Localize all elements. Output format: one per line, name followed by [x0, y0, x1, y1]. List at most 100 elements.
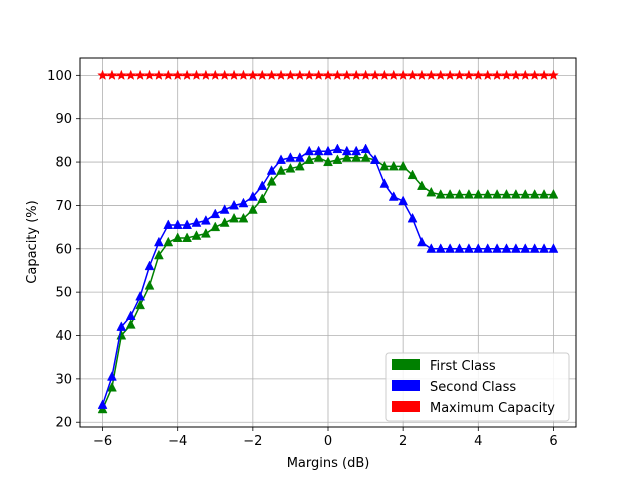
- data-point-second-class: [116, 321, 127, 331]
- data-point-first-class: [501, 189, 512, 199]
- data-point-maximum-capacity: [275, 69, 287, 80]
- data-point-first-class: [153, 249, 164, 260]
- data-point-first-class: [200, 228, 211, 238]
- y-tick-label: 20: [55, 416, 72, 431]
- x-tick-label: 0: [324, 434, 332, 449]
- data-point-first-class: [257, 193, 268, 203]
- data-point-second-class: [520, 243, 531, 253]
- data-point-maximum-capacity: [266, 69, 278, 80]
- data-point-maximum-capacity: [548, 69, 559, 80]
- data-point-maximum-capacity: [538, 69, 550, 80]
- data-point-first-class: [135, 299, 146, 310]
- legend: First Class Second Class Maximum Capacit…: [385, 352, 570, 422]
- data-point-maximum-capacity: [369, 69, 381, 80]
- data-point-first-class: [341, 152, 352, 162]
- data-point-maximum-capacity: [115, 69, 127, 80]
- data-point-second-class: [463, 243, 474, 253]
- data-point-second-class: [379, 178, 390, 188]
- data-point-second-class: [172, 219, 183, 229]
- data-point-first-class: [435, 189, 446, 199]
- data-point-first-class: [219, 217, 230, 227]
- data-point-maximum-capacity: [416, 69, 428, 80]
- legend-label-maximum-capacity: Maximum Capacity: [430, 401, 555, 416]
- data-point-second-class: [276, 154, 286, 164]
- data-point-maximum-capacity: [482, 69, 494, 80]
- data-point-maximum-capacity: [97, 69, 108, 80]
- data-point-second-class: [163, 219, 174, 229]
- data-point-first-class: [360, 152, 371, 162]
- data-point-first-class: [482, 189, 493, 199]
- data-point-second-class: [323, 145, 333, 156]
- data-point-second-class: [417, 236, 427, 247]
- data-point-maximum-capacity: [228, 69, 240, 80]
- y-tick-label: 30: [55, 372, 72, 387]
- data-point-second-class: [191, 217, 202, 227]
- data-point-second-class: [370, 154, 380, 164]
- data-point-maximum-capacity: [219, 69, 231, 80]
- data-point-maximum-capacity: [388, 69, 400, 80]
- data-point-second-class: [360, 143, 371, 154]
- x-tick-label: −4: [168, 434, 187, 449]
- data-point-second-class: [435, 243, 446, 253]
- data-point-second-class: [257, 180, 268, 190]
- data-point-maximum-capacity: [256, 69, 268, 80]
- data-point-maximum-capacity: [125, 69, 137, 80]
- data-point-second-class: [304, 145, 315, 156]
- data-point-maximum-capacity: [247, 69, 259, 80]
- axis-ticks: −6 −4 −2 0 2 4 6 20 30 40 50 60 70 80 90 100: [47, 69, 557, 449]
- data-point-maximum-capacity: [397, 69, 409, 80]
- data-point-first-class: [463, 189, 474, 199]
- data-point-second-class: [548, 243, 559, 253]
- y-tick-label: 90: [55, 112, 72, 127]
- legend-box: [385, 352, 570, 422]
- data-point-first-class: [229, 212, 239, 223]
- x-tick-label: 6: [549, 434, 557, 449]
- data-point-first-class: [539, 189, 549, 199]
- data-point-first-class: [332, 154, 343, 164]
- data-point-second-class: [407, 212, 418, 223]
- y-tick-label: 60: [55, 242, 72, 257]
- data-point-maximum-capacity: [313, 69, 325, 80]
- data-point-first-class: [529, 189, 540, 199]
- data-point-second-class: [473, 243, 484, 253]
- data-point-second-class: [210, 208, 221, 219]
- data-point-first-class: [492, 189, 503, 199]
- data-point-maximum-capacity: [378, 69, 390, 80]
- data-point-maximum-capacity: [360, 69, 372, 80]
- data-point-first-class: [379, 160, 390, 171]
- data-point-maximum-capacity: [134, 69, 146, 80]
- y-tick-label: 40: [55, 329, 72, 344]
- data-point-second-class: [266, 165, 277, 175]
- data-point-second-class: [341, 145, 352, 156]
- data-point-maximum-capacity: [153, 69, 165, 80]
- data-point-second-class: [97, 399, 108, 409]
- data-point-first-class: [473, 189, 484, 199]
- series-layer: [97, 69, 559, 414]
- data-point-first-class: [294, 160, 305, 171]
- data-point-first-class: [304, 154, 315, 164]
- data-point-first-class: [426, 186, 437, 197]
- data-point-second-class: [219, 204, 230, 214]
- data-point-first-class: [313, 152, 324, 162]
- data-point-first-class: [266, 176, 277, 186]
- data-point-first-class: [247, 204, 258, 214]
- data-point-second-class: [182, 219, 193, 229]
- data-point-first-class: [454, 189, 465, 199]
- data-point-second-class: [285, 152, 296, 162]
- data-point-maximum-capacity: [491, 69, 503, 80]
- legend-swatch-second-class: [392, 380, 420, 391]
- data-point-maximum-capacity: [350, 69, 362, 80]
- data-point-maximum-capacity: [200, 69, 212, 80]
- data-point-maximum-capacity: [294, 69, 306, 80]
- data-point-maximum-capacity: [510, 69, 522, 80]
- data-point-maximum-capacity: [472, 69, 484, 80]
- data-point-second-class: [313, 145, 324, 156]
- data-point-maximum-capacity: [162, 69, 174, 80]
- data-point-second-class: [135, 290, 146, 301]
- y-tick-label: 50: [55, 286, 72, 301]
- series-second-class: [97, 143, 559, 409]
- data-point-second-class: [398, 195, 409, 206]
- data-point-second-class: [125, 310, 136, 320]
